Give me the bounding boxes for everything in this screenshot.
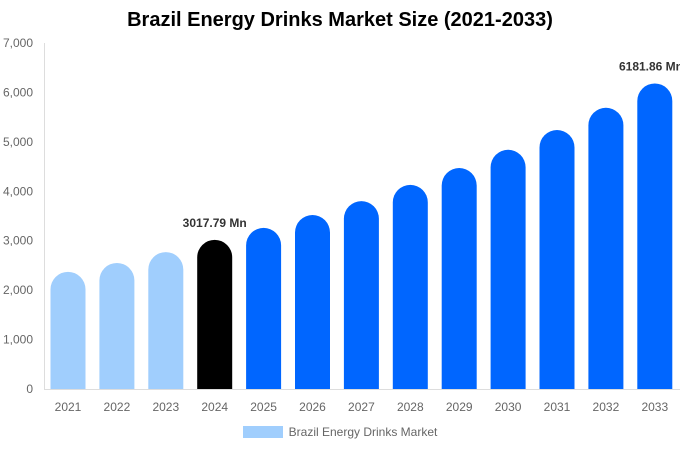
y-tick-label: 6,000 [3, 85, 33, 99]
bar-2031 [539, 129, 575, 389]
x-tick-label: 2032 [593, 400, 620, 414]
bar-chart: 0 1,000 2,000 3,000 4,000 5,000 6,000 7,000 2021… [3, 36, 680, 414]
x-tick-label: 2025 [250, 400, 277, 414]
legend: Brazil Energy Drinks Market [0, 425, 680, 439]
data-label-2033: 6181.86 Mn [619, 59, 680, 73]
bar-2032 [588, 107, 624, 389]
bar-2025 [246, 227, 282, 389]
x-tick-label: 2027 [348, 400, 375, 414]
bar-2022 [99, 262, 135, 389]
bar-2024 [197, 239, 233, 389]
bar-2021 [50, 271, 86, 389]
x-tick-label: 2028 [397, 400, 424, 414]
x-tick-label: 2029 [446, 400, 473, 414]
legend-swatch [242, 426, 283, 438]
bar-2030 [490, 149, 526, 389]
y-tick-label: 3,000 [3, 234, 33, 248]
y-tick-label: 2,000 [3, 283, 33, 297]
y-tick-label: 5,000 [3, 135, 33, 149]
chart-title: Brazil Energy Drinks Market Size (2021-2… [127, 9, 553, 31]
x-tick-label: 2030 [495, 400, 522, 414]
bar-2027 [343, 201, 379, 389]
x-tick-label: 2022 [104, 400, 131, 414]
bar-2033 [637, 83, 673, 390]
legend-label: Brazil Energy Drinks Market [288, 425, 438, 439]
x-tick-label: 2023 [152, 400, 179, 414]
x-tick-label: 2033 [641, 400, 668, 414]
x-tick-label: 2021 [55, 400, 82, 414]
bar-2026 [295, 215, 330, 389]
y-tick-label: 0 [26, 382, 33, 396]
bar-2028 [392, 184, 428, 389]
x-tick-label: 2024 [201, 400, 228, 414]
bar-2029 [441, 168, 477, 389]
y-tick-label: 1,000 [3, 333, 33, 347]
y-tick-label: 7,000 [3, 36, 33, 50]
x-tick-label: 2031 [544, 400, 571, 414]
data-label-2024: 3017.79 Mn [183, 216, 247, 230]
x-tick-label: 2026 [299, 400, 326, 414]
y-tick-label: 4,000 [3, 184, 33, 198]
bar-2023 [148, 252, 184, 389]
